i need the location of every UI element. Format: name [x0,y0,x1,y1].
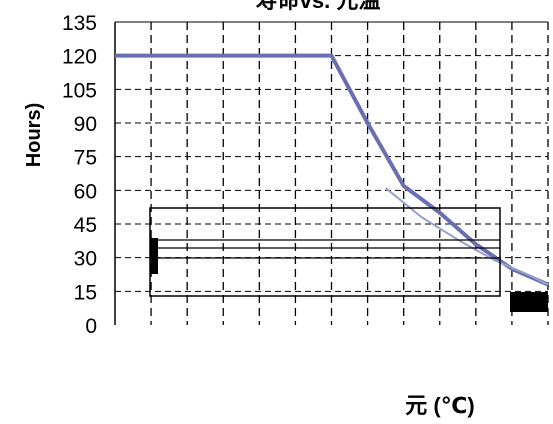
y-tick-label: 135 [62,12,97,35]
frame-marker-left [150,238,158,274]
y-tick-label: 60 [74,180,97,203]
y-tick-label: 105 [62,79,97,102]
y-tick-label: 0 [85,315,97,338]
y-tick-label: 30 [74,248,97,271]
x-axis-label: 元 (℃) [405,393,474,418]
grid-lines [115,21,549,325]
y-axis-label: Hours) [23,103,45,167]
series-line-2 [384,187,549,286]
y-tick-label: 15 [74,281,97,304]
y-tick-label: 120 [62,46,97,69]
series-lines [115,53,549,287]
y-tick-label: 90 [74,113,97,136]
frame-marker-right [510,292,548,312]
axes [114,21,548,325]
chart-title: 寿命vs. 元温 [256,0,381,13]
y-tick-label: 45 [74,214,97,237]
inner-frame [149,207,548,312]
tick-labels: 0 15 30 45 60 75 90 105 120 135 [62,12,97,338]
y-tick-label: 75 [74,147,97,170]
